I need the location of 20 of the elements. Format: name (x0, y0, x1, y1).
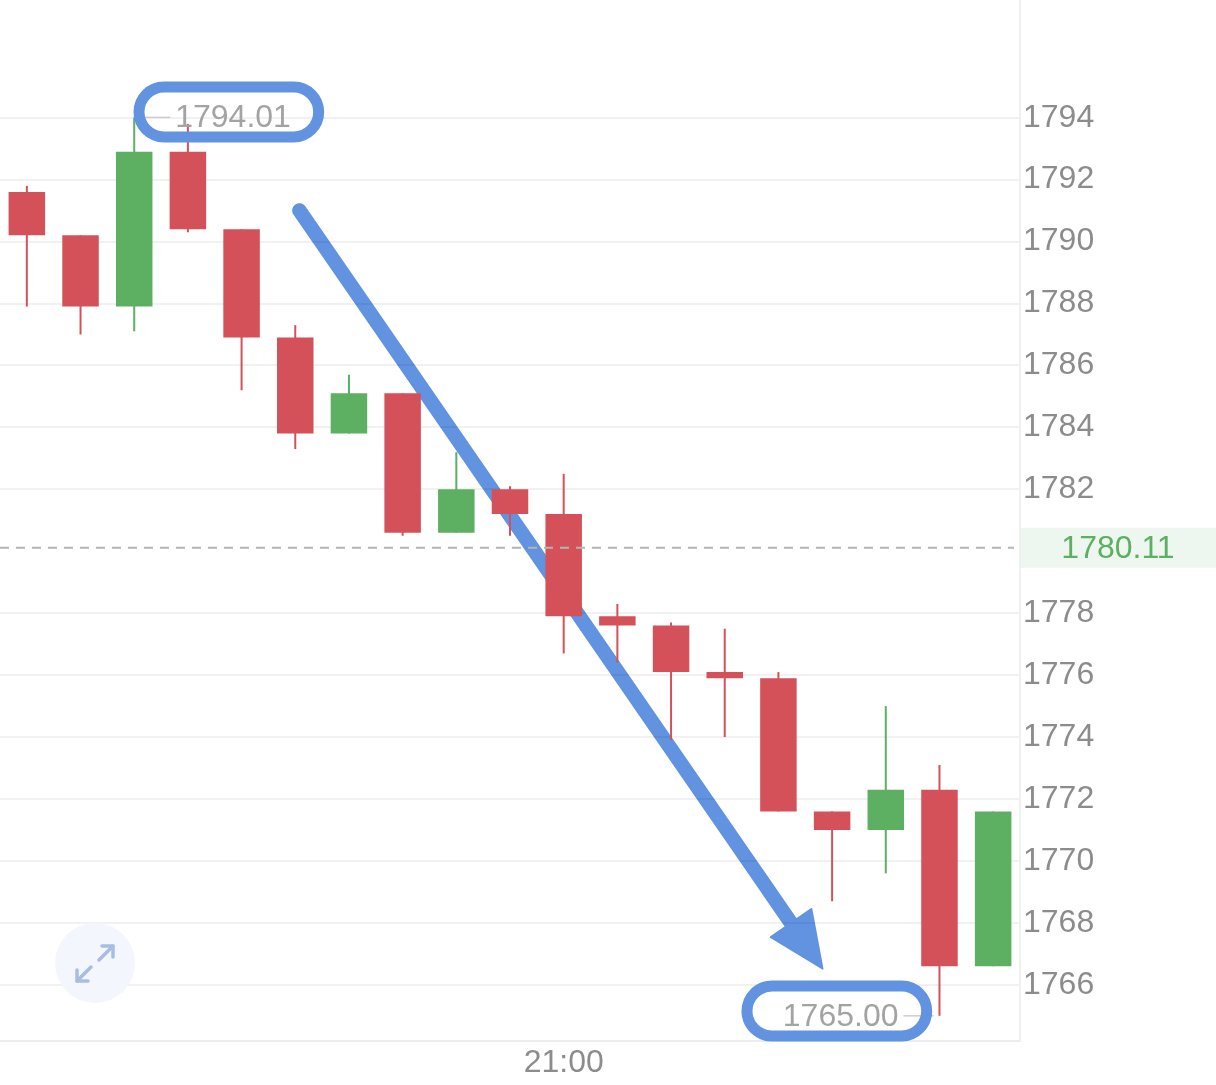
y-tick-label: 1782 (1023, 469, 1095, 506)
x-tick-label: 21:00 (523, 1042, 604, 1079)
y-tick-label: 1768 (1023, 902, 1095, 939)
y-tick-label: 1790 (1023, 221, 1095, 258)
y-tick-label: 1774 (1023, 716, 1095, 753)
ref-line-label: 1780.11 (1061, 528, 1175, 565)
annotation: 1765.00 (782, 996, 899, 1033)
candlestick (599, 602, 636, 664)
y-tick-label: 1766 (1023, 964, 1095, 1001)
y-tick-label: 1792 (1023, 159, 1095, 196)
y-tick-label: 1778 (1023, 593, 1095, 630)
y-tick-label: 1786 (1023, 345, 1095, 382)
y-tick-label: 1794 (1023, 97, 1095, 134)
y-tick-label: 1770 (1023, 840, 1095, 877)
y-tick-label: 1784 (1023, 407, 1095, 444)
candlestick (706, 627, 743, 739)
y-tick-label: 1772 (1023, 778, 1095, 815)
y-tick-label: 1776 (1023, 654, 1095, 691)
annotation: 1794.01 (175, 98, 291, 135)
y-tick-label: 1788 (1023, 283, 1095, 320)
